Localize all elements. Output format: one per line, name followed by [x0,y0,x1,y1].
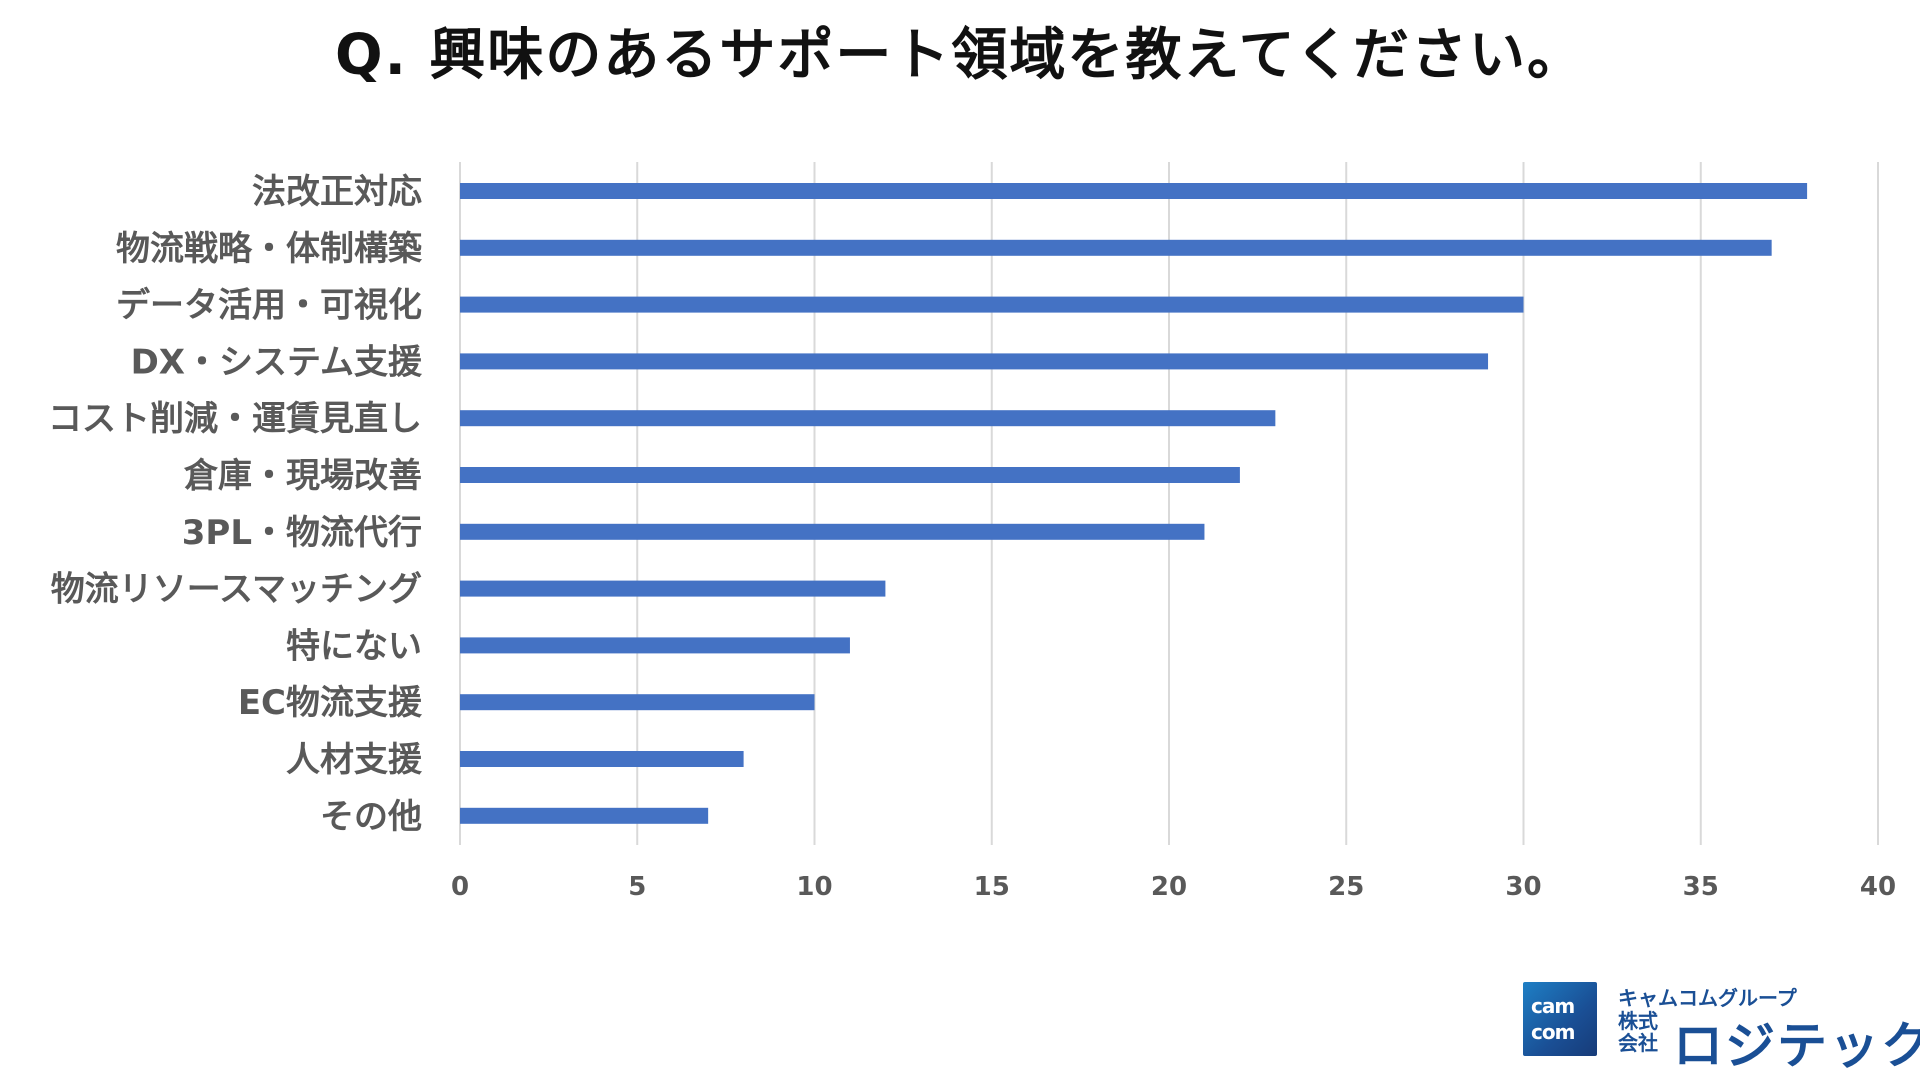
category-label: コスト削減・運賃見直し [48,399,422,439]
logo-mark-line2: com [1531,1020,1575,1044]
company-logo: cam com キャムコムグループ 株式会社 ロジテック [1523,982,1920,1075]
bar [460,694,815,711]
bar [460,353,1489,370]
x-tick-label: 30 [1505,872,1541,902]
bar [460,523,1205,540]
category-label: その他 [320,797,422,837]
category-label: 人材支援 [286,740,423,780]
x-tick-label: 20 [1151,872,1187,902]
logo-mark: cam com [1523,982,1597,1056]
bar [460,239,1772,256]
x-tick-label: 15 [974,872,1010,902]
bar [460,296,1524,313]
x-tick-label: 25 [1328,872,1364,902]
category-label: 特にない [286,626,422,666]
chart-title: Q. 興味のあるサポート領域を教えてください。 [335,23,1585,88]
category-label: 3PL・物流代行 [182,513,422,553]
grid-lines [459,162,1879,845]
category-label: 倉庫・現場改善 [183,456,422,496]
bar [460,637,850,654]
bar [460,467,1240,483]
x-tick-label: 35 [1683,872,1719,902]
category-label: 物流戦略・体制構築 [116,229,423,269]
bar [460,807,709,824]
logo-kabushiki: 株式会社 [1618,1009,1658,1055]
category-label: データ活用・可視化 [116,286,422,326]
x-tick-label: 40 [1860,872,1896,902]
x-tick-labels: 0 5 10 15 20 25 30 35 40 [451,872,1896,902]
x-tick-label: 0 [451,872,469,902]
category-label: EC物流支援 [238,683,423,723]
bar [460,183,1808,199]
logo-mark-line1: cam [1531,994,1575,1018]
logo-group-name: キャムコムグループ [1618,986,1797,1010]
bars [460,183,1808,824]
category-label: 物流リソースマッチング [51,570,422,610]
x-tick-label: 5 [628,872,646,902]
x-tick-label: 10 [796,872,832,902]
category-label: DX・システム支援 [131,342,423,382]
bar [460,580,886,597]
bar [460,410,1276,427]
logo-company-name: ロジテック [1673,1017,1920,1075]
bar [460,751,744,767]
category-label: 法改正対応 [252,172,422,212]
